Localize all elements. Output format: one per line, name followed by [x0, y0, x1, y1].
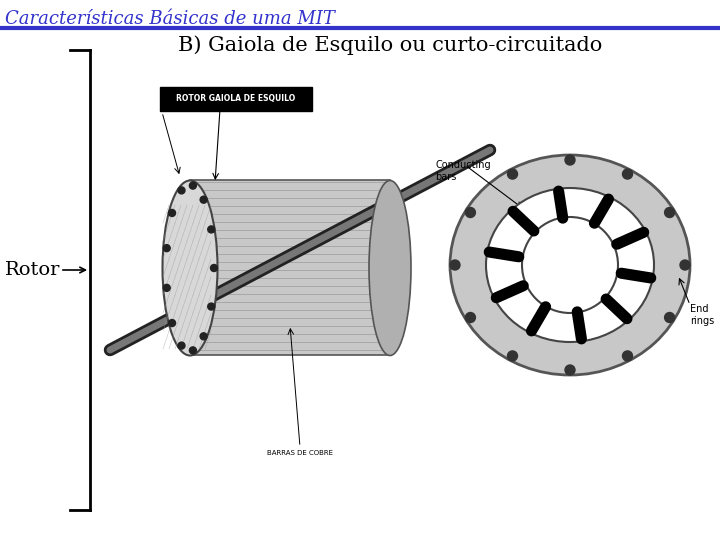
Circle shape	[178, 342, 185, 349]
Circle shape	[680, 260, 690, 270]
Text: B) Gaiola de Esquilo ou curto-circuitado: B) Gaiola de Esquilo ou curto-circuitado	[178, 35, 602, 55]
Circle shape	[665, 313, 675, 322]
Circle shape	[189, 182, 197, 189]
Circle shape	[565, 365, 575, 375]
Circle shape	[210, 265, 217, 272]
Circle shape	[522, 217, 618, 313]
Ellipse shape	[369, 180, 411, 355]
Circle shape	[208, 226, 215, 233]
Ellipse shape	[486, 188, 654, 342]
Circle shape	[508, 351, 518, 361]
Circle shape	[450, 260, 460, 270]
Circle shape	[665, 207, 675, 218]
Circle shape	[200, 333, 207, 340]
Circle shape	[565, 155, 575, 165]
Circle shape	[168, 210, 176, 217]
Circle shape	[465, 207, 475, 218]
Circle shape	[178, 187, 185, 194]
Circle shape	[189, 347, 197, 354]
Ellipse shape	[163, 180, 217, 355]
Circle shape	[623, 169, 632, 179]
Circle shape	[163, 245, 170, 252]
Circle shape	[208, 303, 215, 310]
Circle shape	[200, 196, 207, 203]
Text: Características Básicas de uma MIT: Características Básicas de uma MIT	[5, 10, 335, 28]
Circle shape	[163, 285, 170, 292]
FancyBboxPatch shape	[160, 87, 312, 111]
Text: Conducting
bars: Conducting bars	[435, 160, 490, 181]
Text: Rotor: Rotor	[5, 261, 60, 279]
Ellipse shape	[450, 155, 690, 375]
Text: ROTOR GAIOLA DE ESQUILO: ROTOR GAIOLA DE ESQUILO	[176, 94, 296, 104]
Text: End
rings: End rings	[690, 304, 714, 326]
Text: ANÉIS CONDUTORES: ANÉIS CONDUTORES	[160, 104, 232, 110]
FancyBboxPatch shape	[190, 180, 390, 355]
Circle shape	[168, 320, 176, 327]
Circle shape	[465, 313, 475, 322]
Text: BARRAS DE COBRE: BARRAS DE COBRE	[267, 450, 333, 456]
Circle shape	[623, 351, 632, 361]
Circle shape	[508, 169, 518, 179]
